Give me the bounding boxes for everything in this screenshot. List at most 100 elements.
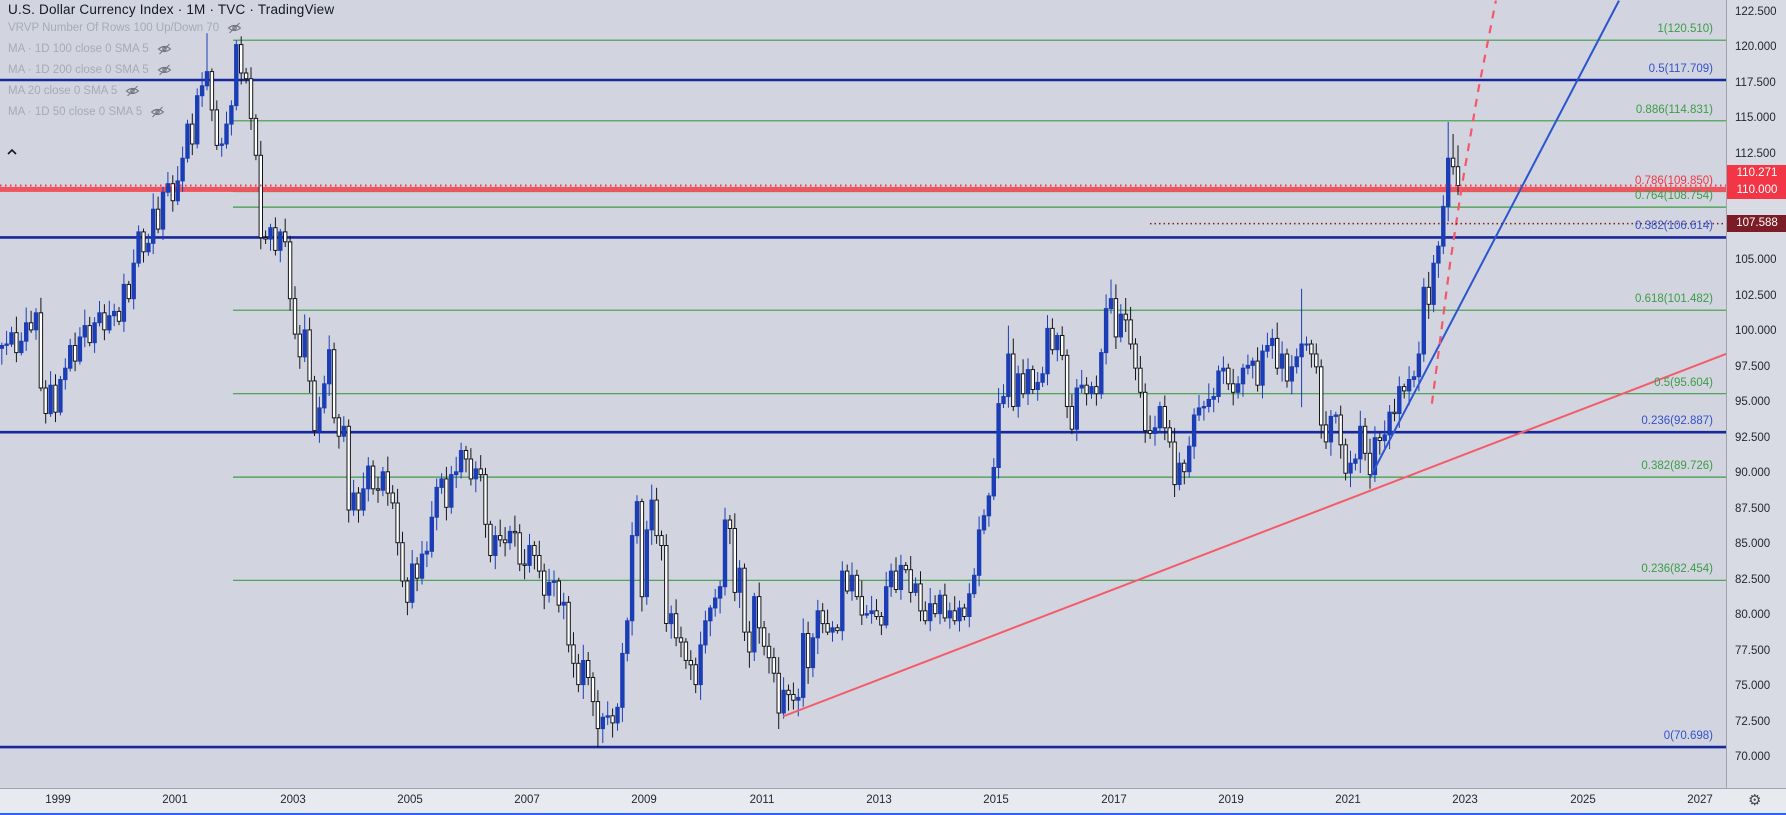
candle-up bbox=[1187, 445, 1192, 473]
legend-row-2[interactable]: MA · 1D 200 close 0 SMA 5 bbox=[8, 59, 334, 80]
candle-down bbox=[610, 715, 615, 724]
candle-up bbox=[1299, 343, 1304, 358]
eye-off-icon[interactable] bbox=[125, 85, 140, 97]
time-tick: 2005 bbox=[397, 794, 423, 806]
legend-label: MA · 1D 200 close 0 SMA 5 bbox=[8, 63, 149, 76]
candle-down bbox=[688, 660, 693, 666]
time-tick: 2021 bbox=[1335, 794, 1361, 806]
candle-up bbox=[1382, 434, 1387, 442]
eye-off-icon[interactable] bbox=[150, 106, 165, 118]
candle-up bbox=[801, 633, 806, 698]
candle-up bbox=[322, 383, 327, 409]
legend-row-3[interactable]: MA 20 close 0 SMA 5 bbox=[8, 80, 334, 101]
candle-down bbox=[673, 613, 679, 639]
legend-row-1[interactable]: MA · 1D 100 close 0 SMA 5 bbox=[8, 38, 334, 59]
candle-up bbox=[1157, 406, 1163, 429]
candle-up bbox=[527, 545, 532, 566]
candle-up bbox=[605, 715, 610, 718]
candle-up bbox=[1211, 396, 1216, 400]
candle-down bbox=[879, 616, 884, 626]
candle-up bbox=[1074, 387, 1079, 430]
candle-down bbox=[1064, 354, 1070, 407]
candle-up bbox=[199, 85, 205, 97]
candle-down bbox=[932, 603, 938, 615]
candle-down bbox=[854, 574, 860, 598]
eye-off-icon[interactable] bbox=[227, 22, 242, 34]
price-tick: 112.500 bbox=[1735, 148, 1776, 160]
candle-up bbox=[972, 574, 977, 595]
eye-off-icon[interactable] bbox=[157, 64, 172, 76]
candle-down bbox=[1450, 157, 1456, 168]
candle-up bbox=[752, 596, 757, 653]
candle-up bbox=[928, 603, 933, 622]
candle-down bbox=[1284, 353, 1290, 382]
candle-up bbox=[629, 535, 635, 622]
chart-canvas[interactable] bbox=[0, 0, 1726, 788]
chevron-up-icon[interactable] bbox=[6, 143, 18, 161]
candle-up bbox=[1055, 335, 1060, 351]
eye-off-icon[interactable] bbox=[157, 43, 172, 55]
fib-label: 0(70.698) bbox=[1663, 730, 1713, 742]
candle-down bbox=[287, 241, 293, 300]
candle-down bbox=[893, 570, 899, 590]
candle-up bbox=[185, 123, 190, 159]
indicator-legend: VRVP Number Of Rows 100 Up/Down 70 MA · 1… bbox=[8, 17, 334, 122]
candle-down bbox=[263, 237, 268, 240]
time-tick: 2003 bbox=[280, 794, 306, 806]
candle-down bbox=[463, 450, 469, 460]
candle-down bbox=[488, 523, 493, 556]
candle-down bbox=[400, 542, 405, 582]
candle-down bbox=[292, 298, 298, 335]
candle-up bbox=[1089, 386, 1094, 395]
symbol-title[interactable]: U.S. Dollar Currency Index · 1M · TVC · … bbox=[8, 2, 335, 17]
candle-down bbox=[742, 567, 747, 633]
candle-up bbox=[1196, 407, 1202, 416]
candle-up bbox=[546, 581, 552, 596]
candle-up bbox=[947, 610, 952, 619]
gear-icon[interactable]: ⚙ bbox=[1748, 791, 1762, 809]
candle-up bbox=[561, 601, 566, 606]
candle-up bbox=[454, 471, 459, 476]
candle-up bbox=[4, 343, 9, 346]
candle-up bbox=[1441, 205, 1446, 247]
candle-down bbox=[962, 607, 967, 617]
candle-up bbox=[967, 593, 972, 617]
candle-down bbox=[170, 183, 176, 202]
candle-up bbox=[600, 716, 605, 730]
fib-label: 0.382(106.614) bbox=[1634, 220, 1713, 232]
time-axis[interactable]: ⚙ 1999 2001 2003 2005 2007 2009 2011 2013 2015 20… bbox=[0, 788, 1786, 813]
candle-up bbox=[976, 529, 982, 576]
candle-up bbox=[165, 183, 171, 193]
candle-down bbox=[155, 208, 161, 230]
candle-down bbox=[825, 623, 830, 633]
candle-up bbox=[888, 570, 894, 588]
legend-row-0[interactable]: VRVP Number Of Rows 100 Up/Down 70 bbox=[8, 17, 334, 38]
candle-down bbox=[747, 631, 752, 653]
candle-up bbox=[229, 105, 234, 125]
price-tick: 92.500 bbox=[1735, 432, 1771, 444]
candle-up bbox=[781, 689, 786, 714]
candle-down bbox=[1167, 427, 1172, 443]
candle-down bbox=[312, 380, 317, 432]
price-axis[interactable]: 122.500 120.000 117.500 115.000 112.500 105.0… bbox=[1726, 0, 1786, 788]
candle-down bbox=[1309, 343, 1314, 355]
candle-down bbox=[43, 387, 48, 414]
price-tick: 77.500 bbox=[1735, 645, 1771, 657]
legend-row-4[interactable]: MA · 1D 50 close 0 SMA 5 bbox=[8, 101, 334, 122]
candle-down bbox=[1094, 386, 1099, 395]
fib-label: 0.382(89.726) bbox=[1641, 460, 1713, 472]
candle-up bbox=[146, 242, 151, 253]
candle-up bbox=[991, 467, 996, 497]
candle-down bbox=[776, 672, 781, 714]
time-tick: 2009 bbox=[631, 794, 657, 806]
candle-up bbox=[341, 425, 347, 437]
price-tick: 120.000 bbox=[1735, 41, 1777, 53]
candle-up bbox=[204, 71, 210, 87]
candle-down bbox=[1030, 369, 1035, 391]
candle-down bbox=[1020, 373, 1026, 395]
candle-up bbox=[175, 180, 180, 202]
candle-up bbox=[615, 706, 620, 724]
candle-down bbox=[385, 471, 391, 494]
candle-down bbox=[248, 78, 254, 119]
red-level-band bbox=[0, 186, 1726, 192]
